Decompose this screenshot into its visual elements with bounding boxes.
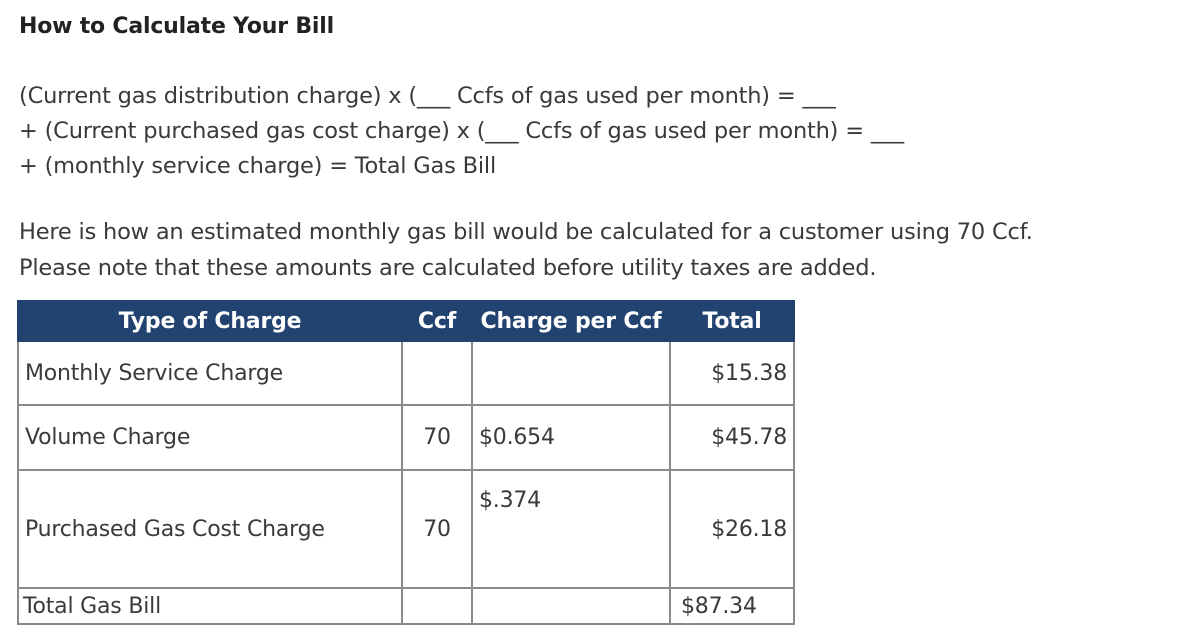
column-header-ccf: Ccf [401,300,473,342]
charge-type-cell: Purchased Gas Cost Charge [17,469,403,589]
column-header-type: Type of Charge [17,300,403,342]
ccf-cell: 70 [401,404,473,471]
formula-line-purchased-gas: + (Current purchased gas cost charge) x … [19,118,904,144]
ccf-cell: 70 [401,469,473,589]
formula-line-distribution: (Current gas distribution charge) x (___… [19,83,836,109]
ccf-cell [401,340,473,406]
bill-formula: (Current gas distribution charge) x (___… [19,79,904,184]
estimate-intro: Here is how an estimated monthly gas bil… [19,214,1033,286]
table-header-row: Type of Charge Ccf Charge per Ccf Total [17,300,795,342]
table-row: Purchased Gas Cost Charge 70 $.374 $26.1… [17,469,795,589]
page-title: How to Calculate Your Bill [19,14,334,39]
charge-per-ccf-cell: $.374 [471,469,671,589]
intro-line-taxes-note: Please note that these amounts are calcu… [19,255,877,281]
grand-total-cell: $87.34 [669,587,795,625]
column-header-charge-per-ccf: Charge per Ccf [471,300,671,342]
total-cell: $45.78 [669,404,795,471]
charge-type-cell: Total Gas Bill [17,587,403,625]
table-row: Volume Charge 70 $0.654 $45.78 [17,404,795,471]
table-row: Monthly Service Charge $15.38 [17,340,795,406]
charge-type-cell: Volume Charge [17,404,403,471]
formula-line-service: + (monthly service charge) = Total Gas B… [19,153,496,179]
charge-type-cell: Monthly Service Charge [17,340,403,406]
intro-line-estimate: Here is how an estimated monthly gas bil… [19,219,1033,245]
charge-per-ccf-cell [471,340,671,406]
charge-per-ccf-cell: $0.654 [471,404,671,471]
charge-per-ccf-cell [471,587,671,625]
bill-calculation-table: Type of Charge Ccf Charge per Ccf Total … [17,300,795,625]
ccf-cell [401,587,473,625]
column-header-total: Total [669,300,795,342]
total-cell: $15.38 [669,340,795,406]
total-cell: $26.18 [669,469,795,589]
table-row-total: Total Gas Bill $87.34 [17,587,795,625]
